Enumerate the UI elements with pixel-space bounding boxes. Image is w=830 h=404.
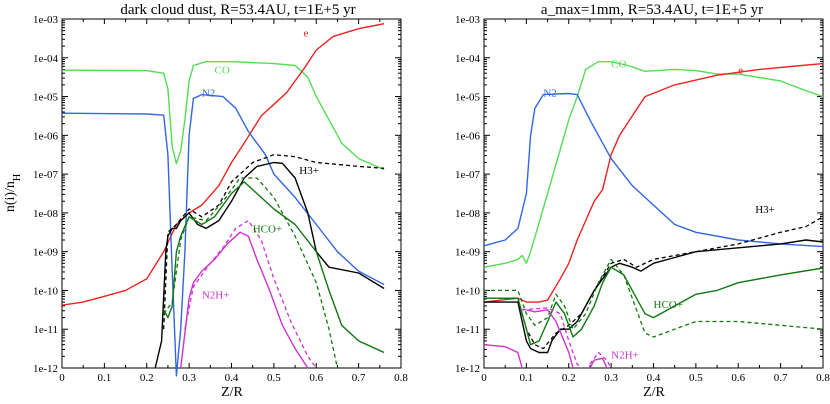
series-line-h3-dashed [484, 216, 824, 350]
series-line-n2h [483, 344, 523, 369]
series-line-n2 [61, 93, 385, 377]
series-line-e [483, 62, 824, 303]
series-label: H3+ [755, 204, 775, 216]
left-series-labels: CO e N2 H3+ HCO+ N2H+ [202, 28, 319, 302]
y-tick-label: 1e-04 [33, 53, 59, 65]
series-line-n2h [180, 231, 309, 369]
series-line-h3-dashed [163, 154, 385, 330]
left-panel: dark cloud dust, R=53.4AU, t=1E+5 yr 0 0.… [33, 2, 408, 400]
series-line-h3 [154, 161, 385, 369]
y-tick-label: 1e-10 [33, 285, 59, 297]
left-axis-ticks: 0 0.1 0.2 0.3 0.4 0.5 0.6 0.7 0.8 1e-12 1e-11 1e-10… [33, 14, 408, 384]
x-tick-label: 0.1 [98, 372, 112, 384]
series-label: e [738, 64, 743, 76]
right-panel-title: a_max=1mm, R=53.4AU, t=1E+5 yr [541, 2, 763, 18]
y-tick-label: 1e-08 [33, 208, 59, 220]
y-tick-label: 1e-12 [455, 363, 480, 375]
right-series-labels: CO e N2 H3+ HCO+ N2H+ [543, 59, 775, 362]
series-line-co [483, 61, 824, 268]
series-line-h3 [484, 239, 824, 354]
series-label: CO [611, 59, 626, 71]
x-tick-label: 0.3 [604, 372, 618, 384]
right-axis-ticks: 0 0.1 0.2 0.3 0.4 0.5 0.6 0.7 0.8 1e-12 1e-11 1e-10… [455, 14, 830, 384]
series-line-n2 [483, 92, 824, 248]
y-tick-label: 1e-05 [455, 92, 481, 104]
left-x-axis-label: Z/R [221, 385, 243, 400]
series-label: N2H+ [202, 289, 230, 301]
x-tick-label: 0.2 [140, 372, 154, 384]
y-tick-label: 1e-06 [33, 130, 59, 142]
x-tick-label: 0.1 [520, 372, 534, 384]
series-label: H3+ [299, 165, 319, 177]
series-line-n2h-dashed-2 [589, 351, 612, 369]
y-tick-label: 1e-11 [33, 324, 58, 336]
y-tick-label: 1e-06 [455, 130, 481, 142]
x-tick-label: 0.7 [774, 372, 788, 384]
series-line-hco-dashed [163, 177, 339, 369]
x-tick-label: 0 [481, 372, 487, 384]
y-tick-label: 1e-08 [455, 208, 481, 220]
series-line-hco-dashed [484, 258, 824, 338]
y-tick-label: 1e-03 [33, 14, 59, 26]
x-tick-label: 0.8 [816, 372, 830, 384]
y-tick-label: 1e-10 [455, 285, 481, 297]
series-label: N2H+ [611, 349, 639, 361]
series-line-co [61, 61, 385, 171]
y-tick-label: 1e-07 [455, 169, 481, 181]
series-line-n2h-2 [526, 309, 574, 369]
y-tick-label: 1e-07 [33, 169, 59, 181]
y-tick-label: 1e-11 [455, 324, 480, 336]
y-tick-label: 1e-09 [33, 247, 59, 259]
x-tick-label: 0.6 [731, 372, 745, 384]
x-tick-label: 0.8 [394, 372, 408, 384]
series-label: e [304, 28, 309, 40]
x-tick-label: 0.4 [647, 372, 661, 384]
y-tick-label: 1e-09 [455, 247, 481, 259]
series-label: N2 [543, 88, 556, 100]
y-tick-label: 1e-12 [33, 363, 58, 375]
x-tick-label: 0.3 [182, 372, 196, 384]
x-tick-label: 0.2 [562, 372, 576, 384]
y-axis-label: n(i)/nH [3, 174, 23, 212]
y-axis-label-main: n(i)/n [3, 181, 18, 212]
series-line-n2h-3 [589, 357, 608, 369]
y-tick-label: 1e-05 [33, 92, 59, 104]
series-line-n2h-dashed [522, 307, 582, 369]
right-x-axis-label: Z/R [643, 385, 665, 400]
y-axis-label-subscript: H [12, 174, 23, 181]
right-panel: a_max=1mm, R=53.4AU, t=1E+5 yr 0 0.1 0.2 0.… [455, 2, 830, 400]
series-line-e [61, 23, 385, 306]
series-line-hco [484, 266, 824, 346]
series-label: N2 [202, 88, 215, 100]
x-tick-label: 0.5 [267, 372, 281, 384]
series-line-n2h-dashed [184, 219, 317, 369]
y-tick-label: 1e-03 [455, 14, 481, 26]
y-tick-label: 1e-04 [455, 53, 481, 65]
series-line-hco [163, 181, 385, 354]
x-tick-label: 0.5 [689, 372, 703, 384]
x-tick-label: 0.4 [225, 372, 239, 384]
x-tick-label: 0.6 [309, 372, 323, 384]
left-panel-title: dark cloud dust, R=53.4AU, t=1E+5 yr [120, 2, 355, 18]
series-label: HCO+ [654, 299, 683, 311]
series-label: HCO+ [253, 223, 282, 235]
series-label: CO [215, 64, 230, 76]
left-series [61, 23, 385, 377]
x-tick-label: 0 [59, 372, 65, 384]
right-series [483, 61, 824, 369]
x-tick-label: 0.7 [352, 372, 366, 384]
